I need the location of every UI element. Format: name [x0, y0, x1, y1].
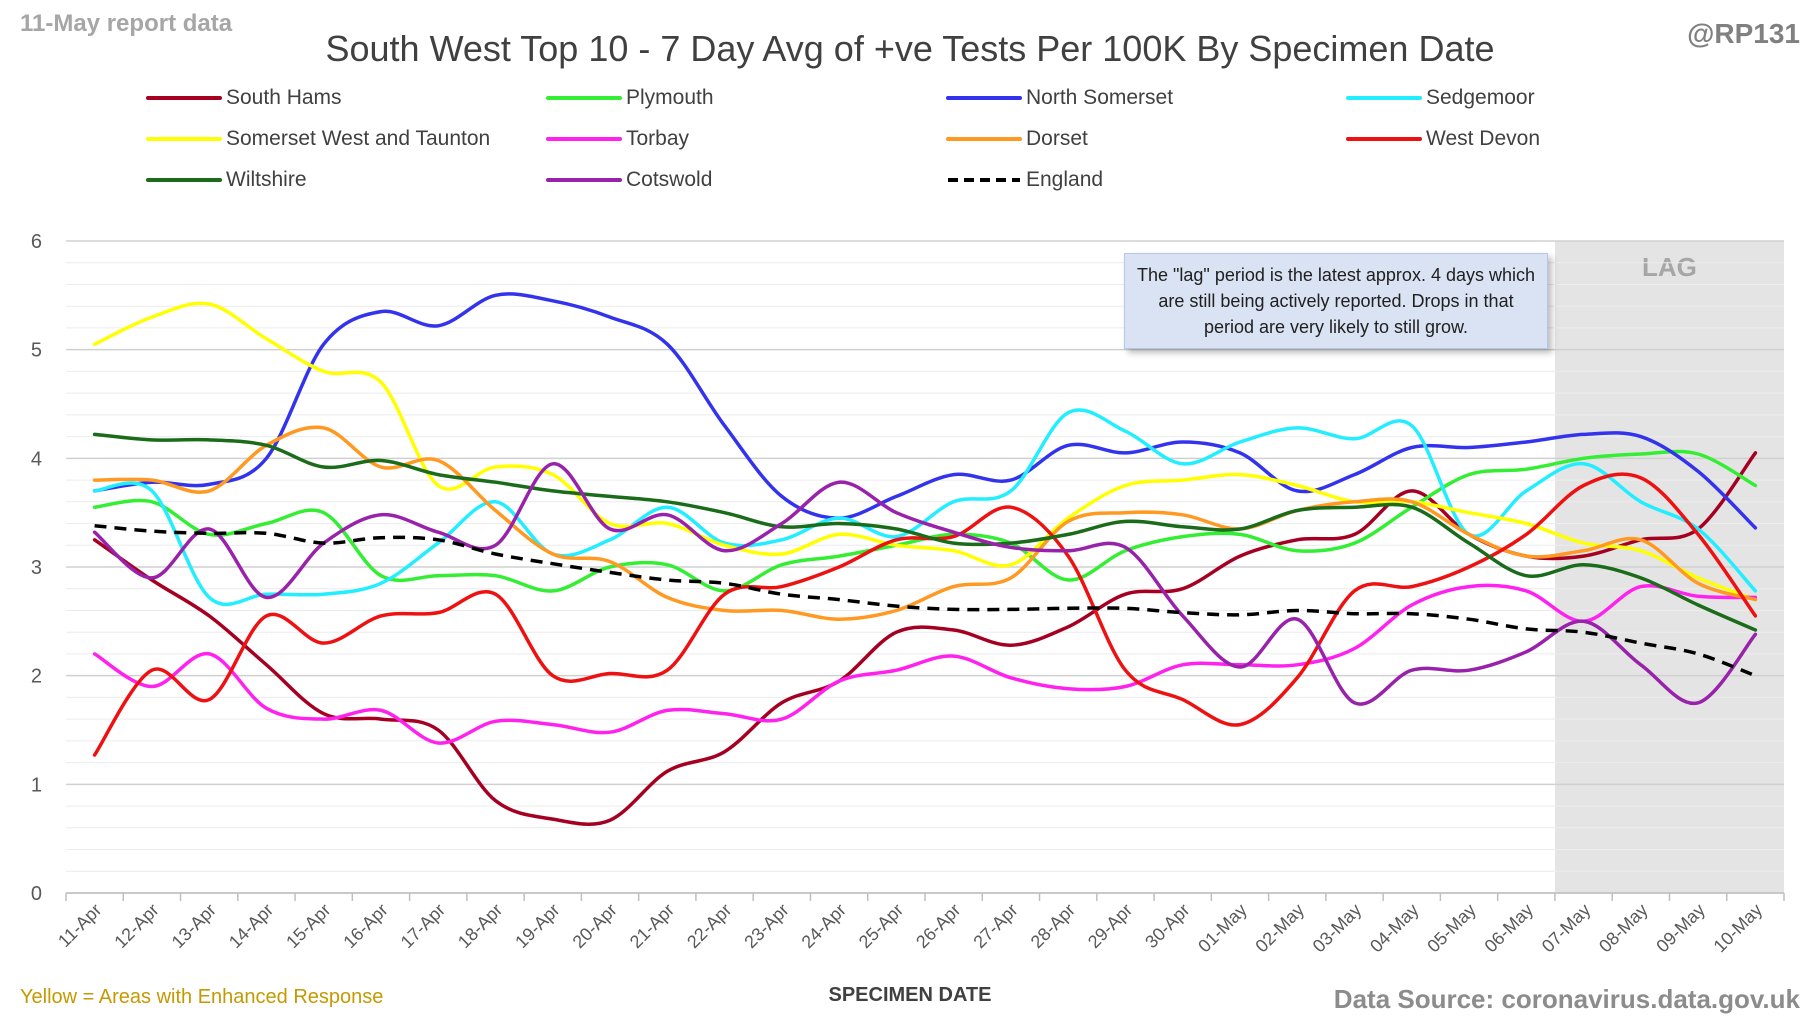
x-tick-label: 07-May [1538, 900, 1595, 957]
x-tick-label: 11-Apr [54, 900, 105, 951]
x-tick-label: 25-Apr [855, 900, 907, 952]
legend-label: Dorset [1026, 127, 1088, 150]
author-handle: @RP131 [1687, 18, 1800, 49]
series-line-north-somerset [92, 292, 1758, 530]
x-tick-label: 18-Apr [454, 900, 506, 952]
legend-item-cotswold: Cotswold [546, 165, 712, 195]
x-tick-label: 14-Apr [225, 900, 277, 952]
y-tick-label: 3 [31, 557, 42, 579]
x-tick-label: 24-Apr [798, 900, 850, 952]
x-tick-label: 27-Apr [969, 900, 1021, 952]
legend-swatch [1346, 137, 1422, 141]
legend-swatch [1346, 96, 1422, 100]
x-tick-label: 05-May [1423, 900, 1480, 957]
series-line-sedgemoor [92, 408, 1758, 607]
legend-label: North Somerset [1026, 86, 1174, 109]
x-tick-label: 13-Apr [168, 900, 220, 952]
legend-item-plymouth: Plymouth [546, 83, 714, 113]
data-source-label: Data Source: coronavirus.data.gov.uk [1333, 984, 1800, 1014]
legend-swatch [546, 178, 622, 182]
legend-label: England [1026, 168, 1104, 191]
legend-label: Sedgemoor [1426, 86, 1535, 109]
x-tick-label: 21-Apr [626, 900, 678, 952]
y-tick-label: 4 [31, 448, 42, 470]
lag-label: LAG [1642, 252, 1697, 282]
y-tick-label: 6 [31, 231, 42, 253]
legend-item-torbay: Torbay [546, 124, 689, 154]
series-line-cotswold [92, 462, 1758, 706]
series-line-west-devon [92, 472, 1758, 757]
legend-item-north-somerset: North Somerset [946, 83, 1173, 113]
x-tick-label: 02-May [1251, 900, 1308, 957]
legend-swatch [546, 137, 622, 141]
legend-item-west-devon: West Devon [1346, 124, 1540, 154]
enhanced-response-note: Yellow = Areas with Enhanced Response [20, 986, 384, 1008]
legend-label: Cotswold [626, 168, 713, 191]
lag-annotation-box: The "lag" period is the latest approx. 4… [1124, 253, 1548, 349]
legend-item-south-hams: South Hams [146, 83, 342, 113]
report-date-label: 11-May report data [20, 10, 233, 37]
legend-swatch [146, 137, 222, 141]
x-tick-label: 17-Apr [397, 900, 449, 952]
x-tick-label: 30-Apr [1141, 900, 1193, 952]
legend-label: Torbay [626, 127, 690, 150]
x-tick-label: 06-May [1481, 900, 1538, 957]
x-tick-label: 09-May [1652, 900, 1709, 957]
x-tick-label: 15-Apr [282, 900, 334, 952]
legend-item-dorset: Dorset [946, 124, 1088, 154]
y-tick-label: 1 [31, 774, 42, 796]
x-axis-label: SPECIMEN DATE [828, 984, 992, 1006]
x-tick-label: 16-Apr [339, 900, 391, 952]
series-line-torbay [92, 583, 1758, 745]
x-tick-label: 10-May [1710, 900, 1767, 957]
x-tick-label: 20-Apr [569, 900, 621, 952]
x-tick-label: 19-Apr [511, 900, 563, 952]
x-tick-label: 01-May [1194, 900, 1251, 957]
x-tick-label: 22-Apr [683, 900, 735, 952]
legend-label: West Devon [1426, 127, 1540, 150]
legend-label: South Hams [226, 86, 342, 109]
legend-swatch [146, 96, 222, 100]
x-tick-label: 29-Apr [1084, 900, 1136, 952]
y-tick-label: 2 [31, 666, 42, 688]
legend-item-somerset-west-and-taunton: Somerset West and Taunton [146, 124, 490, 154]
x-tick-label: 26-Apr [912, 900, 964, 952]
x-tick-label: 12-Apr [110, 900, 162, 952]
legend-item-england: England [946, 165, 1103, 195]
x-tick-label: 04-May [1366, 900, 1423, 957]
series-line-wiltshire [92, 432, 1758, 632]
chart-title: South West Top 10 - 7 Day Avg of +ve Tes… [325, 28, 1495, 69]
x-tick-label: 28-Apr [1027, 900, 1079, 952]
legend-label: Wiltshire [226, 168, 307, 191]
y-tick-label: 0 [31, 883, 42, 905]
legend-swatch [948, 178, 1020, 182]
x-tick-label: 08-May [1595, 900, 1652, 957]
x-tick-label: 03-May [1309, 900, 1366, 957]
series-line-england [94, 523, 1757, 678]
y-tick-label: 5 [31, 340, 42, 362]
legend-swatch [146, 178, 222, 182]
legend-swatch [946, 96, 1022, 100]
series-line-plymouth [92, 449, 1758, 593]
legend-label: Somerset West and Taunton [226, 127, 491, 150]
x-tick-label: 23-Apr [740, 900, 792, 952]
series-line-somerset-west-and-taunton [92, 301, 1758, 602]
legend-item-sedgemoor: Sedgemoor [1346, 83, 1535, 113]
legend-label: Plymouth [626, 86, 714, 109]
legend-item-wiltshire: Wiltshire [146, 165, 307, 195]
legend-swatch [946, 137, 1022, 141]
series-line-dorset [92, 425, 1758, 621]
legend-swatch [546, 96, 622, 100]
